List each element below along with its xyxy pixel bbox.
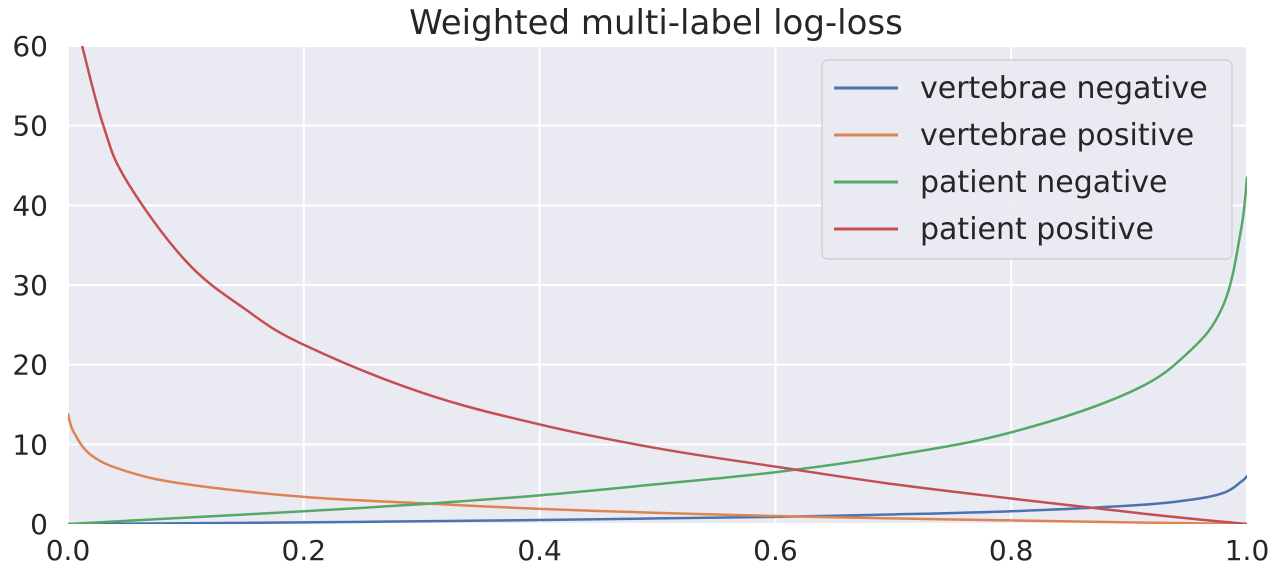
legend-box [821, 59, 1233, 260]
y-tick-label: 10 [12, 428, 48, 461]
series-line-vertebrae-positive [68, 412, 1247, 524]
series-lines [68, 46, 1247, 524]
y-tick-label: 60 [12, 30, 48, 63]
legend-item-patient-positive: patient positive [834, 212, 1154, 247]
legend-item-vertebrae-positive: vertebrae positive [834, 118, 1194, 153]
legend-label: vertebrae positive [920, 118, 1194, 153]
x-tick-label: 0.0 [46, 534, 91, 567]
y-tick-label: 0 [30, 508, 48, 541]
legend: vertebrae negative vertebrae positive pati… [821, 59, 1233, 260]
legend-label: vertebrae negative [920, 71, 1208, 106]
x-tick-label: 0.2 [282, 534, 327, 567]
series-line-patient-positive [80, 46, 1247, 524]
series-line-patient-negative [68, 176, 1247, 524]
legend-item-vertebrae-negative: vertebrae negative [834, 71, 1208, 106]
y-tick-label: 30 [12, 269, 48, 302]
x-tick-label: 1.0 [1225, 534, 1270, 567]
legend-label: patient positive [920, 212, 1154, 247]
y-tick-label: 20 [12, 349, 48, 382]
y-tick-label: 40 [12, 189, 48, 222]
x-tick-label: 0.8 [989, 534, 1034, 567]
x-tick-label: 0.6 [753, 534, 798, 567]
y-tick-label: 50 [12, 110, 48, 143]
chart-title: Weighted multi-label log-loss [409, 3, 903, 43]
legend-item-patient-negative: patient negative [834, 165, 1168, 200]
x-tick-label: 0.4 [517, 534, 562, 567]
tick-labels: 0.0 0.2 0.4 0.6 0.8 1.0 0 10 20 30 40 50 60 [12, 30, 1269, 567]
legend-label: patient negative [920, 165, 1168, 200]
